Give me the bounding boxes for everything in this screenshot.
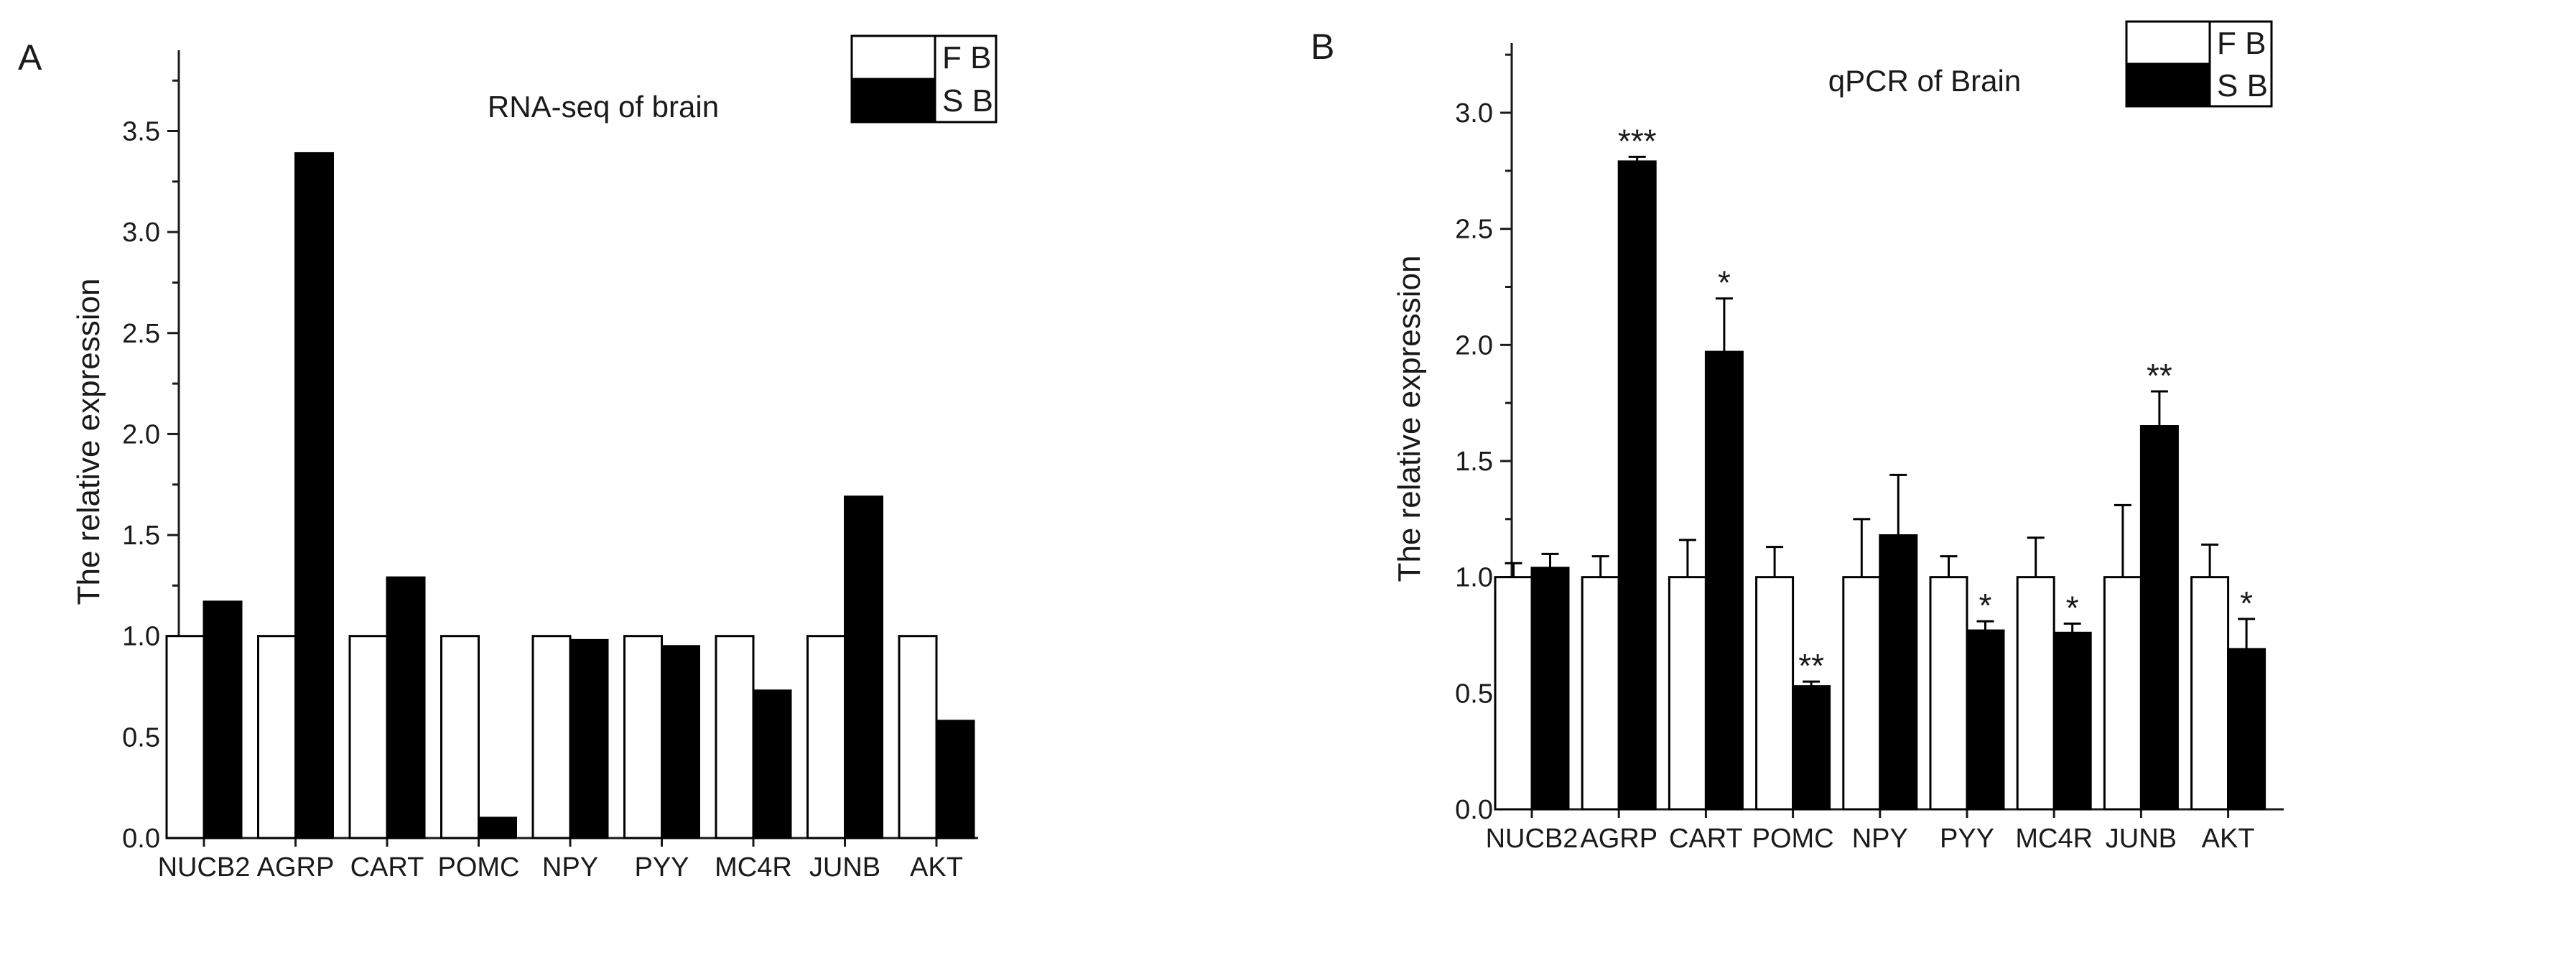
panel-b-x-tick-label: NPY — [1852, 824, 1908, 854]
panel-b-legend-label-sb: S B — [2217, 68, 2268, 103]
panel-a-label: A — [18, 37, 42, 78]
panel-a-bar-sb — [203, 600, 243, 839]
panel-a-y-tick-label: 3.5 — [122, 117, 160, 147]
panel-b-y-tick-label: 2.0 — [1455, 330, 1493, 360]
panel-a-bar-sb — [294, 152, 334, 839]
panel-b-label: B — [1311, 27, 1334, 67]
panel-a-legend-swatch-sb — [850, 78, 936, 124]
panel-a-y-tick-label: 2.0 — [122, 419, 160, 450]
panel-b-bar-fb — [1668, 576, 1707, 811]
panel-a-bar-fb — [165, 635, 205, 839]
panel-a-bar-fb — [531, 635, 572, 839]
panel-b-bar-sb — [1704, 350, 1744, 811]
panel-a-bar-sb — [752, 689, 792, 839]
panel-a-bar-sb — [661, 645, 700, 839]
panel-b-legend-swatch-sb — [2125, 62, 2211, 108]
panel-b-x-tick-label: PYY — [1940, 824, 1994, 854]
panel-b-y-tick-label: 0.0 — [1455, 795, 1493, 825]
panel-b-bar-sb — [1792, 685, 1831, 811]
panel-a-x-tick-label: CART — [350, 852, 424, 883]
panel-b-bar-sb — [2052, 631, 2092, 811]
panel-b-significance-marker: ** — [2147, 357, 2172, 394]
panel-a-bar-fb — [806, 635, 846, 839]
panel-b-bar-sb — [1530, 567, 1570, 811]
panel-b-bar-fb — [1755, 576, 1795, 811]
panel-b-bar-sb — [2227, 648, 2266, 811]
panel-b-significance-marker: * — [2240, 585, 2253, 622]
panel-a-bar-sb — [844, 496, 883, 839]
panel-a-legend-swatch-fb — [850, 34, 936, 80]
panel-a-bar-sb — [935, 720, 975, 839]
panel-b-x-tick-label: MC4R — [2015, 824, 2093, 854]
panel-a-x-tick-label: NUCB2 — [158, 852, 251, 883]
panel-a-x-tick-label: NPY — [542, 852, 598, 883]
panel-b-x-tick-label: NUCB2 — [1486, 824, 1578, 854]
panel-a-legend-label-sb: S B — [942, 83, 993, 118]
panel-a-y-tick-label: 0.5 — [122, 722, 160, 753]
panel-b-y-tick-label: 0.5 — [1455, 679, 1493, 709]
panel-b-bar-fb — [2016, 576, 2055, 811]
panel-a-x-tick-label: AKT — [910, 852, 963, 883]
panel-a-bar-sb — [569, 638, 609, 839]
panel-b-legend: F B S B — [2125, 20, 2273, 108]
panel-b-y-axis-label: The relative expression — [1392, 256, 1427, 582]
panel-b-significance-marker: ** — [1798, 647, 1824, 684]
panel-a-bar-fb — [348, 635, 389, 839]
panel-b-y-tick-label: 2.5 — [1455, 215, 1493, 245]
panel-a-bar-sb — [478, 817, 517, 839]
panel-a-x-tick-label: POMC — [438, 852, 520, 883]
panel-b-bar-fb — [2190, 576, 2230, 811]
panel-a-bar-fb — [898, 635, 938, 839]
panel-a-rna-seq-chart: A RNA-seq of brain The relative expressi… — [18, 34, 998, 883]
panel-a-bar-fb — [715, 635, 755, 839]
panel-b-x-tick-label: AKT — [2202, 824, 2255, 854]
panel-b-significance-marker: * — [2066, 589, 2079, 626]
panel-a-y-tick-label: 1.5 — [122, 521, 160, 551]
panel-a-y-tick-label: 2.5 — [122, 319, 160, 349]
panel-b-bar-fb — [1494, 576, 1533, 811]
panel-b-bar-sb — [1617, 160, 1657, 811]
panel-a-bar-fb — [257, 635, 297, 839]
panel-a-x-tick-label: MC4R — [715, 852, 792, 883]
panel-b-significance-marker: * — [1979, 587, 1992, 624]
panel-a-legend-label-fb: F B — [942, 40, 991, 75]
panel-b-x-tick-label: AGRP — [1580, 824, 1657, 854]
panel-a-bar-sb — [386, 576, 426, 839]
panel-b-x-tick-label: CART — [1669, 824, 1743, 854]
panel-a-y-tick-label: 3.0 — [122, 218, 160, 248]
panel-b-y-tick-label: 3.0 — [1455, 98, 1493, 129]
panel-a-bar-fb — [440, 635, 480, 839]
panel-b-y-tick-label: 1.5 — [1455, 447, 1493, 477]
panel-b-bar-sb — [2139, 425, 2179, 811]
panel-a-legend: F B S B — [850, 34, 998, 124]
panel-a-x-tick-label: PYY — [634, 852, 689, 883]
panel-b-bar-fb — [1929, 576, 1968, 811]
panel-b-title: qPCR of Brain — [1828, 64, 2021, 98]
panel-a-y-tick-label: 1.0 — [122, 622, 160, 652]
panel-a-bar-fb — [623, 635, 663, 839]
panel-a-marks: 0.0 0.5 1.0 1.5 2.0 2.5 3.0 3.5 NUCB2 AGRP CART POM… — [122, 50, 978, 883]
panel-b-significance-marker: *** — [1618, 122, 1657, 159]
panel-b-x-tick-label: POMC — [1752, 824, 1834, 854]
panel-a-x-tick-label: AGRP — [257, 852, 335, 883]
panel-a-y-tick-label: 0.0 — [122, 824, 160, 854]
panel-b-legend-label-fb: F B — [2217, 26, 2266, 61]
panel-b-bar-sb — [1966, 629, 2005, 811]
panel-a-x-tick-label: JUNB — [809, 852, 880, 883]
panel-b-bar-sb — [1879, 534, 1918, 811]
panel-b-bar-fb — [2103, 576, 2142, 811]
panel-a-title: RNA-seq of brain — [488, 90, 719, 124]
panel-b-x-tick-label: JUNB — [2106, 824, 2177, 854]
panel-b-legend-swatch-fb — [2125, 20, 2211, 65]
panel-b-significance-marker: * — [1718, 264, 1731, 302]
panel-b-bar-fb — [1842, 576, 1882, 811]
panel-b-bar-fb — [1581, 576, 1620, 811]
panel-a-y-axis-label: The relative expression — [71, 279, 106, 605]
panel-b-y-tick-label: 1.0 — [1455, 563, 1493, 593]
panel-b-qpcr-chart: B qPCR of Brain The relative expression … — [1311, 20, 2284, 854]
